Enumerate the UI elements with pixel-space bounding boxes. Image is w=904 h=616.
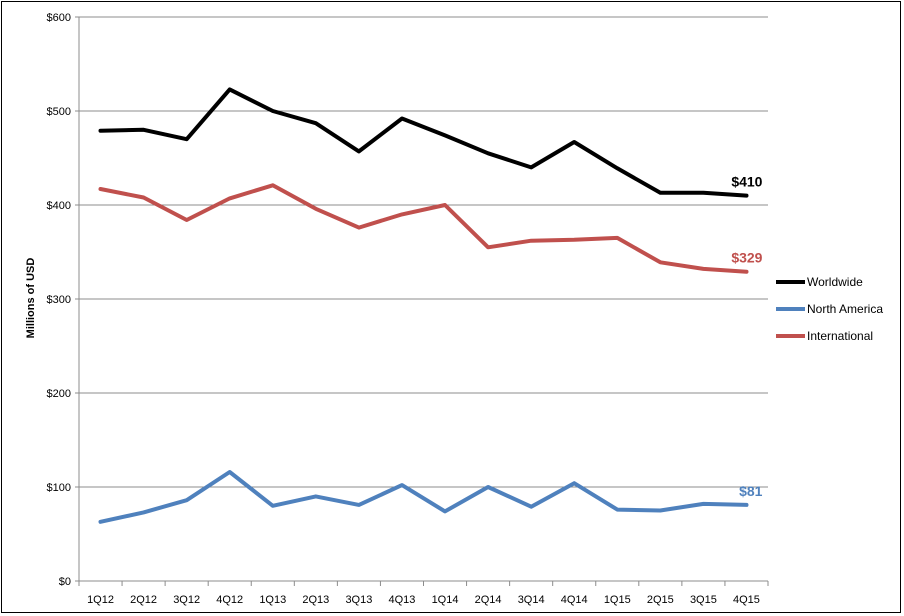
end-label-international: $329 [731, 250, 762, 266]
y-tick-label: $100 [47, 482, 71, 494]
y-axis-label: Millions of USD [25, 258, 37, 339]
x-tick-label: 1Q12 [87, 594, 114, 606]
series-lines [98, 87, 749, 524]
y-tick-label: $500 [47, 106, 71, 118]
x-tick-label: 4Q13 [389, 594, 416, 606]
legend-label-worldwide: Worldwide [807, 275, 863, 289]
x-tick-label: 2Q14 [475, 594, 502, 606]
x-tick-label: 3Q15 [690, 594, 717, 606]
series-line-international [98, 183, 749, 274]
axes [75, 16, 769, 586]
x-tick-label: 1Q15 [604, 594, 631, 606]
x-tick-label: 1Q14 [432, 594, 459, 606]
x-tick-label: 2Q13 [302, 594, 329, 606]
x-tick-label: 3Q12 [173, 594, 200, 606]
x-tick-label: 3Q14 [518, 594, 545, 606]
series-line-north-america [98, 470, 749, 524]
y-tick-label: $600 [47, 12, 71, 24]
y-tick-label: $200 [47, 388, 71, 400]
x-tick-label: 1Q13 [259, 594, 286, 606]
y-tick-label: $0 [59, 576, 71, 588]
legend-label-north-america: North America [807, 302, 883, 316]
y-tick-labels: $0 $100 $200 $300 $400 $500 $600 [47, 12, 71, 588]
y-tick-label: $400 [47, 200, 71, 212]
x-tick-label: 2Q15 [647, 594, 674, 606]
x-tick-label: 2Q12 [130, 594, 157, 606]
end-label-north-america: $81 [739, 483, 763, 499]
legend-label-international: International [807, 329, 873, 343]
x-tick-label: 4Q14 [561, 594, 588, 606]
y-tick-label: $300 [47, 294, 71, 306]
series-line-worldwide [98, 87, 749, 198]
x-tick-labels: 1Q12 2Q12 3Q12 4Q12 1Q13 2Q13 3Q13 4Q13 1Q14 2Q14… [87, 594, 760, 606]
legend: Worldwide North America International [776, 275, 883, 343]
end-label-worldwide: $410 [731, 174, 762, 190]
gridlines [79, 16, 768, 488]
x-tick-label: 4Q15 [733, 594, 760, 606]
x-tick-label: 4Q12 [216, 594, 243, 606]
x-tick-label: 3Q13 [345, 594, 372, 606]
end-labels: $410 $81 $329 [731, 174, 762, 499]
